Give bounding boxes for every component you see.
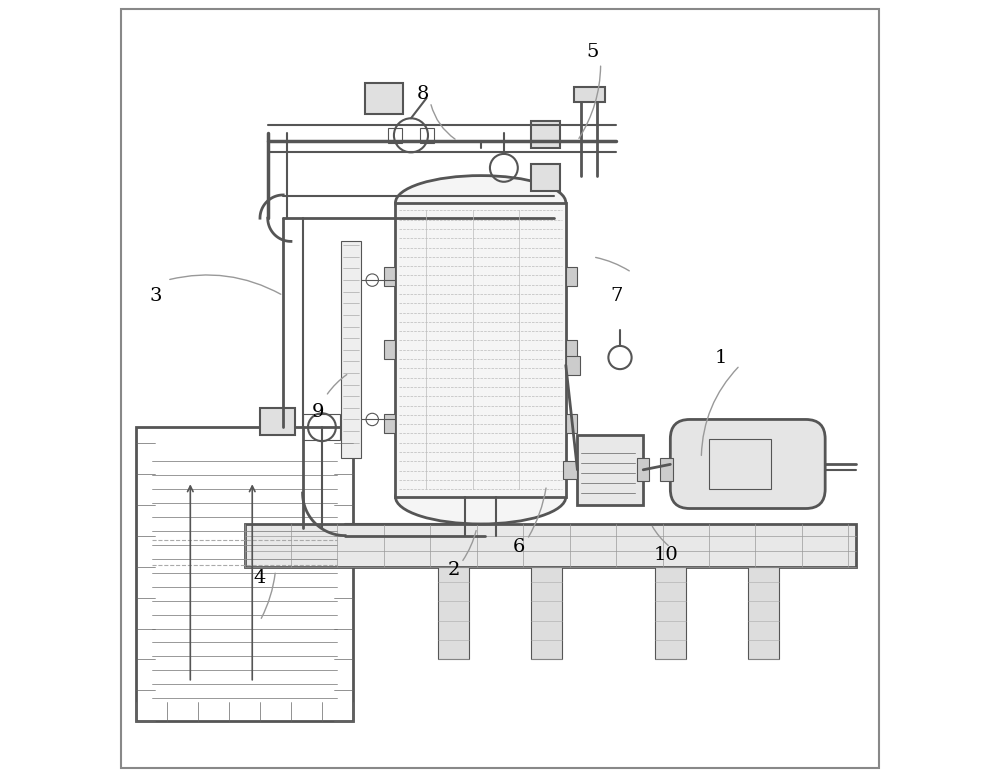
- Bar: [709, 439, 771, 490]
- Bar: [388, 127, 402, 143]
- Bar: [566, 356, 580, 375]
- Bar: [341, 242, 361, 458]
- Bar: [748, 566, 779, 660]
- Text: 9: 9: [312, 402, 324, 420]
- Ellipse shape: [395, 176, 566, 230]
- Bar: [384, 340, 395, 359]
- Bar: [384, 414, 395, 433]
- Bar: [566, 340, 577, 359]
- Bar: [660, 458, 673, 482]
- Bar: [384, 267, 395, 285]
- Text: 2: 2: [447, 562, 460, 580]
- Text: 10: 10: [654, 546, 679, 564]
- Bar: [563, 461, 577, 479]
- Bar: [637, 458, 649, 482]
- Bar: [260, 408, 295, 435]
- Bar: [303, 414, 340, 441]
- FancyBboxPatch shape: [670, 420, 825, 508]
- Bar: [531, 566, 562, 660]
- Text: 5: 5: [587, 43, 599, 61]
- Bar: [566, 267, 577, 285]
- Ellipse shape: [395, 470, 566, 524]
- Text: 8: 8: [416, 85, 429, 103]
- Bar: [365, 82, 403, 113]
- Bar: [245, 524, 856, 566]
- Bar: [420, 127, 434, 143]
- Bar: [577, 435, 643, 504]
- Circle shape: [394, 118, 428, 152]
- Text: 3: 3: [149, 287, 162, 305]
- Bar: [136, 427, 353, 721]
- Text: 1: 1: [714, 349, 727, 367]
- Bar: [438, 566, 469, 660]
- Bar: [395, 203, 566, 497]
- Bar: [531, 164, 560, 191]
- Bar: [574, 86, 605, 102]
- Bar: [655, 566, 686, 660]
- Bar: [566, 414, 577, 433]
- Text: 4: 4: [254, 570, 266, 587]
- Bar: [531, 121, 560, 148]
- Text: 6: 6: [513, 538, 526, 556]
- Text: 7: 7: [610, 287, 622, 305]
